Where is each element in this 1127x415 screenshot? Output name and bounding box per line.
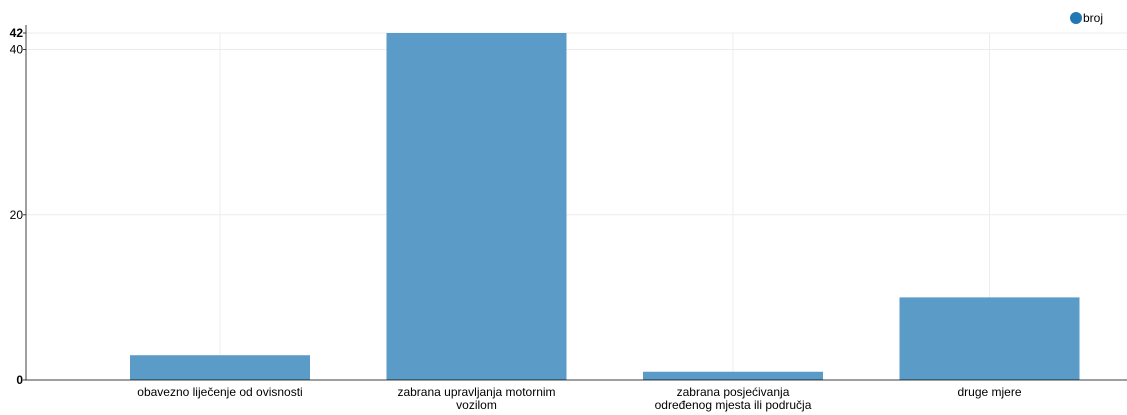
x-tick-label-1: zabrana upravljanja motornim vozilom	[397, 385, 555, 412]
x-tick-label-line: zabrana posjećivanja	[677, 385, 790, 399]
y-tick-label-3: 42	[10, 26, 24, 40]
x-tick-label-line: druge mjere	[957, 385, 1021, 399]
legend-swatch-broj[interactable]	[1070, 12, 1082, 24]
legend-label-broj[interactable]: broj	[1083, 11, 1103, 25]
bar-1[interactable]	[386, 33, 567, 380]
x-tick-label-line: vozilom	[456, 398, 497, 412]
legend[interactable]: broj	[1070, 11, 1103, 25]
x-tick-label-0: obavezno liječenje od ovisnosti	[137, 385, 302, 399]
bar-0[interactable]	[130, 355, 310, 380]
y-tick-label-1: 20	[10, 208, 24, 222]
y-tick-label-2: 40	[10, 43, 24, 57]
x-tick-label-3: druge mjere	[957, 385, 1021, 399]
x-tick-label-line: zabrana upravljanja motornim	[397, 385, 555, 399]
bars	[130, 33, 1080, 380]
x-axis-ticks: obavezno liječenje od ovisnosti zabrana u…	[137, 385, 1022, 412]
x-tick-label-2: zabrana posjećivanja određenog mjesta ili…	[655, 385, 812, 412]
y-tick-label-0: 0	[16, 373, 23, 387]
x-tick-label-line: obavezno liječenje od ovisnosti	[137, 385, 302, 399]
bar-2[interactable]	[643, 371, 823, 380]
x-tick-label-line: određenog mjesta ili područja	[655, 398, 812, 412]
bar-3[interactable]	[899, 297, 1080, 380]
axes	[25, 25, 1127, 381]
y-axis-ticks: 0 20 40 42	[10, 26, 26, 387]
